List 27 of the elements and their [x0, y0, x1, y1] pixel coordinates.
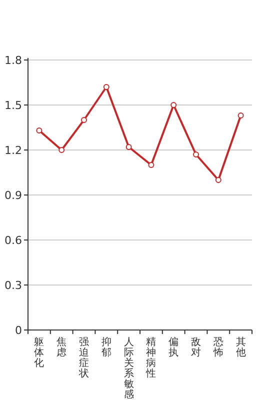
x-tick-label: 偏执 [168, 336, 179, 358]
x-tick-label: 抑郁 [101, 336, 112, 358]
x-tick-label: 强迫症状 [78, 337, 89, 380]
y-tick-label: 0.3 [4, 279, 22, 292]
point [103, 84, 110, 90]
y-tick-label: 1.2 [4, 144, 22, 157]
x-tick-label: 躯体化 [34, 337, 44, 369]
y-tick-label: 1.5 [4, 99, 22, 112]
point [36, 128, 42, 134]
x-tick-label: 恐怖 [212, 337, 224, 358]
point [193, 152, 199, 158]
x-tick-label: 人际关系敏感 [124, 337, 134, 400]
point [126, 144, 132, 150]
point [58, 147, 65, 153]
point [238, 112, 244, 118]
point [215, 177, 222, 183]
x-tick-label: 其他 [236, 336, 246, 358]
point [170, 102, 177, 108]
point [148, 162, 154, 168]
y-tick-label: 0.6 [4, 234, 22, 247]
y-tick-label: 0 [15, 324, 22, 337]
y-tick-label: 0.9 [4, 189, 22, 202]
x-tick-label: 敌对 [191, 337, 201, 358]
y-tick-label: 1.8 [4, 54, 22, 67]
point [81, 117, 87, 123]
x-tick-label: 精神病性 [145, 336, 156, 380]
x-tick-label: 焦虑 [56, 336, 67, 358]
